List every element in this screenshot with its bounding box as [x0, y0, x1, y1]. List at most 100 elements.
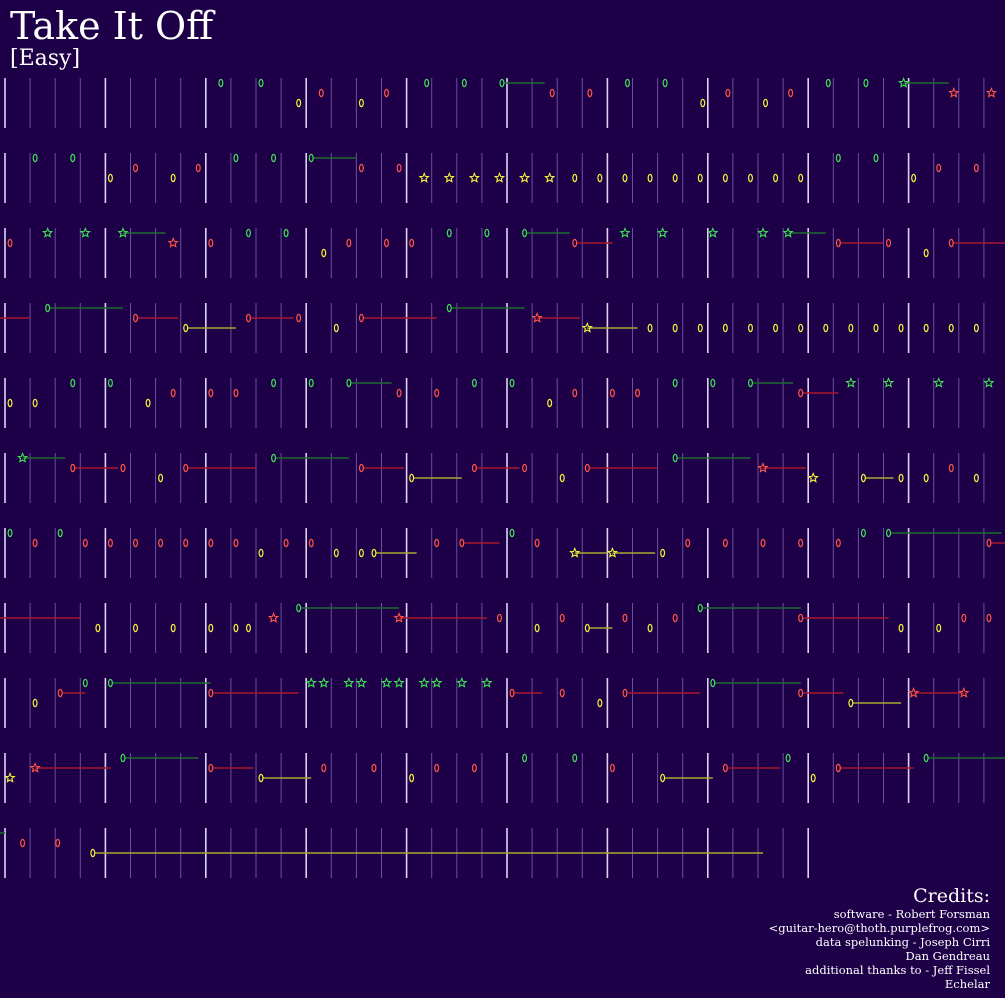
green-star-note: [782, 227, 794, 238]
yellow-note: [258, 548, 264, 558]
yellow-note: [333, 323, 339, 333]
green-star-note: [456, 677, 468, 688]
yellow-note: [183, 323, 189, 333]
green-star-note: [79, 227, 92, 238]
red-note: [986, 538, 992, 548]
red-note: [685, 538, 691, 548]
red-note: [471, 463, 477, 473]
red-note: [396, 163, 402, 173]
red-note: [622, 688, 628, 698]
yellow-star-note: [581, 322, 594, 333]
green-star-note: [418, 677, 430, 688]
yellow-star-note: [569, 547, 581, 558]
green-note: [484, 228, 490, 238]
yellow-note: [245, 623, 251, 633]
red-note: [961, 613, 967, 623]
green-star-note: [355, 677, 368, 688]
green-star-note: [932, 377, 945, 388]
red-note: [120, 463, 126, 473]
yellow-star-note: [4, 772, 16, 783]
green-note: [522, 753, 528, 763]
green-note: [271, 453, 277, 463]
red-note: [609, 763, 615, 773]
credit-line-echelar: Echelar: [944, 977, 990, 991]
green-note: [572, 753, 578, 763]
green-note: [107, 378, 113, 388]
yellow-note: [647, 323, 653, 333]
yellow-star-note: [468, 172, 480, 183]
red-star-note: [29, 762, 41, 773]
yellow-note: [622, 173, 628, 183]
red-note: [434, 538, 440, 548]
red-note: [70, 463, 76, 473]
green-note: [70, 153, 76, 163]
yellow-note: [700, 98, 706, 108]
chart-row: [4, 677, 985, 728]
green-star-note: [42, 227, 54, 238]
credit-line-data: data spelunking - Joseph Cirri: [815, 935, 990, 949]
red-note: [722, 538, 728, 548]
green-note: [860, 528, 866, 538]
red-note: [725, 88, 731, 98]
green-star-note: [845, 377, 857, 388]
red-note: [57, 688, 63, 698]
red-note: [760, 538, 766, 548]
red-note: [133, 538, 139, 548]
green-note: [873, 153, 879, 163]
green-note: [233, 153, 239, 163]
red-note: [936, 163, 942, 173]
green-star-note: [318, 677, 330, 688]
yellow-note: [358, 98, 364, 108]
green-note: [461, 78, 467, 88]
yellow-note: [572, 173, 578, 183]
chart-row: [4, 753, 1005, 803]
red-note: [183, 463, 189, 473]
red-note: [609, 388, 615, 398]
red-note: [509, 688, 515, 698]
red-note: [396, 388, 402, 398]
yellow-star-note: [493, 172, 506, 183]
red-star-note: [985, 87, 998, 98]
green-note: [499, 78, 505, 88]
yellow-note: [898, 623, 904, 633]
green-star-note: [757, 227, 769, 238]
yellow-note: [95, 623, 101, 633]
red-note: [296, 313, 302, 323]
song-title: Take It Off: [10, 4, 214, 48]
red-note: [584, 463, 590, 473]
green-note: [424, 78, 430, 88]
yellow-note: [584, 623, 590, 633]
red-note: [459, 538, 465, 548]
yellow-star-note: [606, 547, 619, 558]
yellow-note: [923, 248, 929, 258]
red-note: [434, 763, 440, 773]
yellow-note: [823, 323, 829, 333]
red-note: [973, 163, 979, 173]
yellow-note: [848, 698, 854, 708]
yellow-note: [672, 323, 678, 333]
green-note: [346, 378, 352, 388]
yellow-note: [170, 173, 176, 183]
green-note: [672, 453, 678, 463]
yellow-star-note: [807, 472, 819, 483]
red-note: [82, 538, 88, 548]
red-note: [559, 613, 565, 623]
difficulty-label: [Easy]: [10, 46, 81, 71]
yellow-note: [911, 173, 917, 183]
credit-line-dan: Dan Gendreau: [905, 949, 990, 963]
red-note: [384, 238, 390, 248]
yellow-note: [973, 323, 979, 333]
red-note: [183, 538, 189, 548]
green-note: [835, 153, 841, 163]
chart-row: [4, 77, 998, 128]
chart-row: [4, 377, 995, 428]
green-note: [308, 153, 314, 163]
red-note: [572, 388, 578, 398]
red-note: [549, 88, 555, 98]
green-note: [662, 78, 668, 88]
red-note: [321, 763, 327, 773]
yellow-note: [798, 173, 804, 183]
green-note: [82, 678, 88, 688]
yellow-note: [597, 173, 603, 183]
red-note: [233, 388, 239, 398]
